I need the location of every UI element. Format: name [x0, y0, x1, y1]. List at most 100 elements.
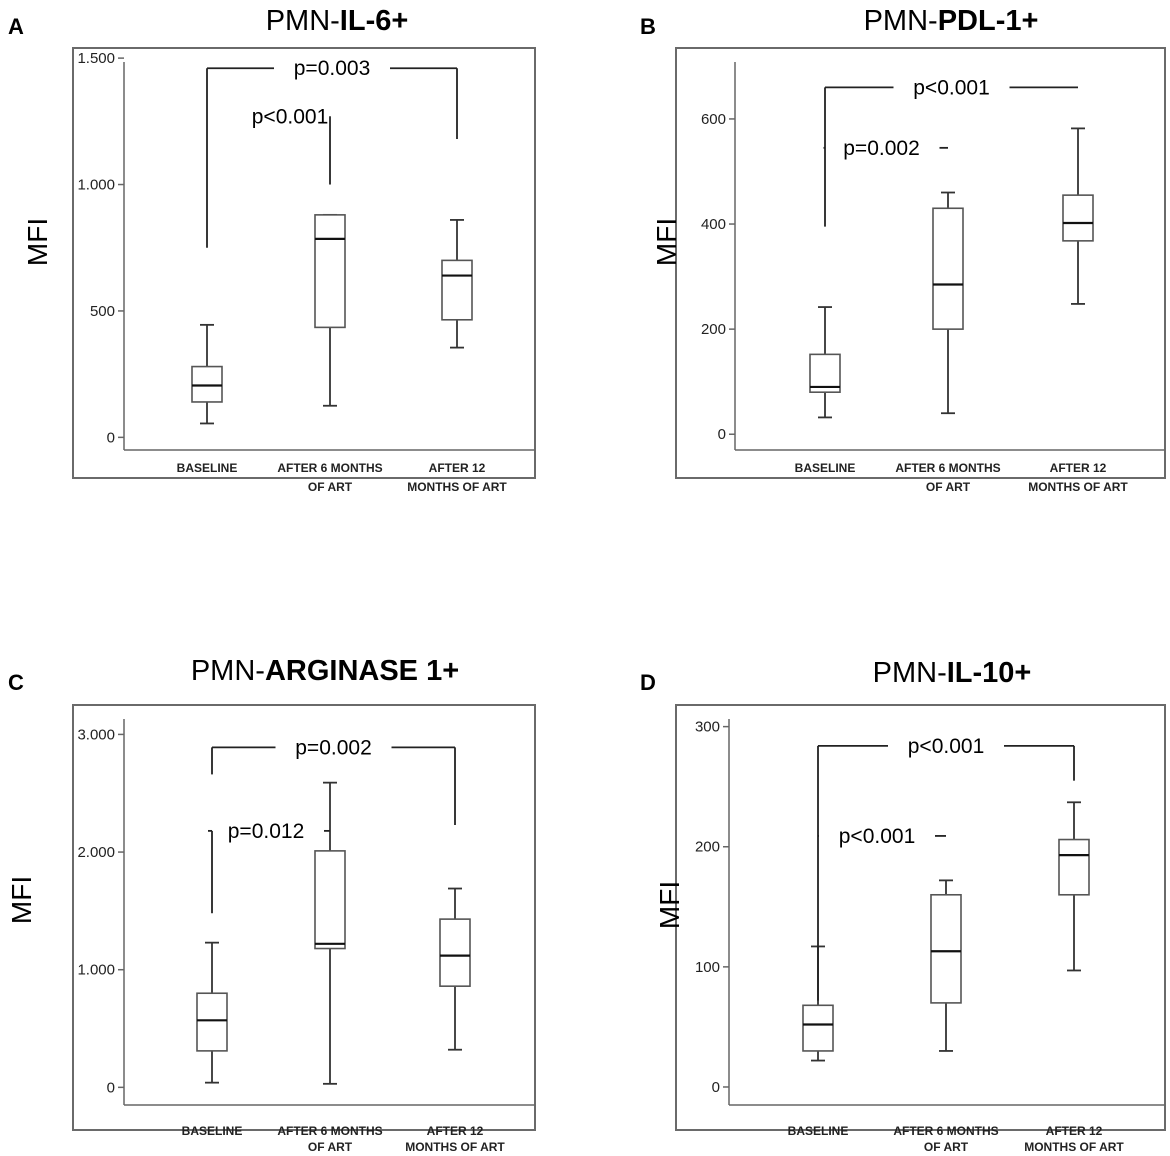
y-tick-label: 400 — [701, 216, 726, 233]
boxplot-1 — [809, 306, 841, 419]
chart-title: PMN-IL-10+ — [873, 657, 1032, 689]
x-tick-label: AFTER 12 — [1046, 1124, 1103, 1138]
chart-title-bold: IL-10+ — [947, 657, 1032, 689]
panel-letter: A — [8, 14, 24, 39]
chart-panel-d: D PMN-IL-10+ MFI 0 100 200 300 BASELINE AFTER 6 … — [640, 657, 1166, 1154]
y-axis-label: MFI — [22, 218, 53, 266]
y-axis-label: MFI — [6, 876, 37, 924]
chart-title-bold: PDL-1+ — [938, 5, 1039, 37]
chart-title-bold: IL-6+ — [340, 5, 409, 37]
y-axis-label: MFI — [651, 218, 682, 266]
box-iqr — [196, 992, 228, 1052]
p-value-label: p=0.002 — [295, 736, 372, 759]
x-tick-label: AFTER 12 — [427, 1124, 484, 1138]
boxplot-3 — [439, 887, 471, 1051]
x-tick-label: BASELINE — [182, 1124, 243, 1138]
box-iqr — [314, 214, 346, 329]
plot-frame — [675, 704, 1166, 1131]
boxplot-3 — [1058, 801, 1090, 972]
chart-panel-a: A PMN-IL-6+ MFI 0 500 1.000 1.500 BASELINE AFTER… — [8, 5, 536, 494]
y-tick-label: 200 — [695, 839, 720, 856]
y-tick-label: 2.000 — [77, 844, 115, 861]
box-iqr — [191, 365, 223, 403]
x-tick-label: OF ART — [926, 480, 971, 494]
boxplot-2 — [314, 213, 346, 407]
significance-annotation: p<0.001 — [824, 76, 1078, 227]
x-tick-label: AFTER 12 — [429, 461, 486, 475]
significance-annotation: p=0.012 — [208, 820, 330, 914]
significance-annotation: p=0.002 — [823, 137, 948, 160]
x-tick-label: AFTER 12 — [1050, 461, 1107, 475]
significance-annotation: p=0.002 — [211, 736, 456, 825]
x-tick-label: OF ART — [308, 480, 353, 494]
y-tick-label: 1.000 — [77, 962, 115, 979]
p-value-label: p<0.001 — [913, 76, 990, 99]
x-tick-label: MONTHS OF ART — [407, 480, 507, 494]
boxplot-2 — [314, 781, 346, 1085]
y-tick-label: 0 — [712, 1079, 720, 1096]
box-iqr — [930, 893, 962, 1004]
chart-title: PMN-ARGINASE 1+ — [191, 655, 459, 687]
significance-annotation: p<0.001 — [818, 825, 946, 848]
boxplot-1 — [191, 323, 223, 425]
plot-frame — [72, 47, 536, 479]
y-tick-label: 200 — [701, 321, 726, 338]
x-tick-label: AFTER 6 MONTHS — [893, 1124, 998, 1138]
y-tick-label: 500 — [90, 303, 115, 320]
chart-title-prefix: PMN- — [873, 657, 947, 689]
chart-title-bold: ARGINASE 1+ — [265, 655, 459, 687]
y-tick-label: 1.000 — [77, 177, 115, 194]
box-iqr — [439, 918, 471, 987]
significance-annotation: p=0.003 — [206, 57, 458, 248]
significance-annotation: p<0.001 — [252, 105, 331, 185]
x-tick-label: OF ART — [308, 1140, 353, 1154]
box-iqr — [1062, 194, 1094, 242]
y-tick-label: 3.000 — [77, 726, 115, 743]
panel-letter: C — [8, 670, 24, 695]
y-axis-label: MFI — [654, 881, 685, 929]
y-tick-label: 0 — [107, 429, 115, 446]
box-iqr — [1058, 838, 1090, 896]
x-tick-label: BASELINE — [788, 1124, 849, 1138]
boxplot-2 — [932, 191, 964, 415]
box-iqr — [932, 207, 964, 330]
x-tick-label: AFTER 6 MONTHS — [895, 461, 1000, 475]
p-value-label: p<0.001 — [839, 825, 916, 848]
x-tick-label: BASELINE — [177, 461, 238, 475]
boxplot-2 — [930, 879, 962, 1052]
chart-title: PMN-PDL-1+ — [864, 5, 1039, 37]
p-value-label: p=0.003 — [294, 57, 371, 80]
y-tick-label: 600 — [701, 111, 726, 128]
panel-letter: B — [640, 14, 656, 39]
plot-frame — [675, 47, 1166, 479]
p-value-label: p=0.002 — [843, 137, 920, 160]
chart-title: PMN-IL-6+ — [266, 5, 409, 37]
p-value-label: p<0.001 — [252, 105, 329, 128]
boxplot-1 — [196, 941, 228, 1084]
y-tick-label: 1.500 — [77, 50, 115, 67]
boxplot-3 — [441, 219, 473, 349]
chart-title-prefix: PMN- — [191, 655, 265, 687]
y-tick-label: 0 — [107, 1079, 115, 1096]
box-iqr — [441, 259, 473, 321]
chart-title-prefix: PMN- — [864, 5, 938, 37]
box-iqr — [314, 850, 346, 950]
p-value-label: p<0.001 — [908, 735, 985, 758]
significance-annotation: p<0.001 — [817, 735, 1075, 1001]
y-tick-label: 0 — [718, 426, 726, 443]
y-tick-label: 300 — [695, 719, 720, 736]
box-iqr — [802, 1004, 834, 1052]
chart-title-prefix: PMN- — [266, 5, 340, 37]
x-tick-label: MONTHS OF ART — [1024, 1140, 1124, 1154]
p-value-label: p=0.012 — [228, 820, 305, 843]
x-tick-label: BASELINE — [795, 461, 856, 475]
plot-frame — [72, 704, 536, 1131]
x-tick-label: MONTHS OF ART — [405, 1140, 505, 1154]
chart-panel-c: C PMN-ARGINASE 1+ MFI 0 1.000 2.000 3.000 BASEL… — [6, 655, 536, 1154]
x-tick-label: OF ART — [924, 1140, 969, 1154]
x-tick-label: AFTER 6 MONTHS — [277, 461, 382, 475]
boxplot-3 — [1062, 127, 1094, 305]
x-tick-label: MONTHS OF ART — [1028, 480, 1128, 494]
panel-letter: D — [640, 670, 656, 695]
